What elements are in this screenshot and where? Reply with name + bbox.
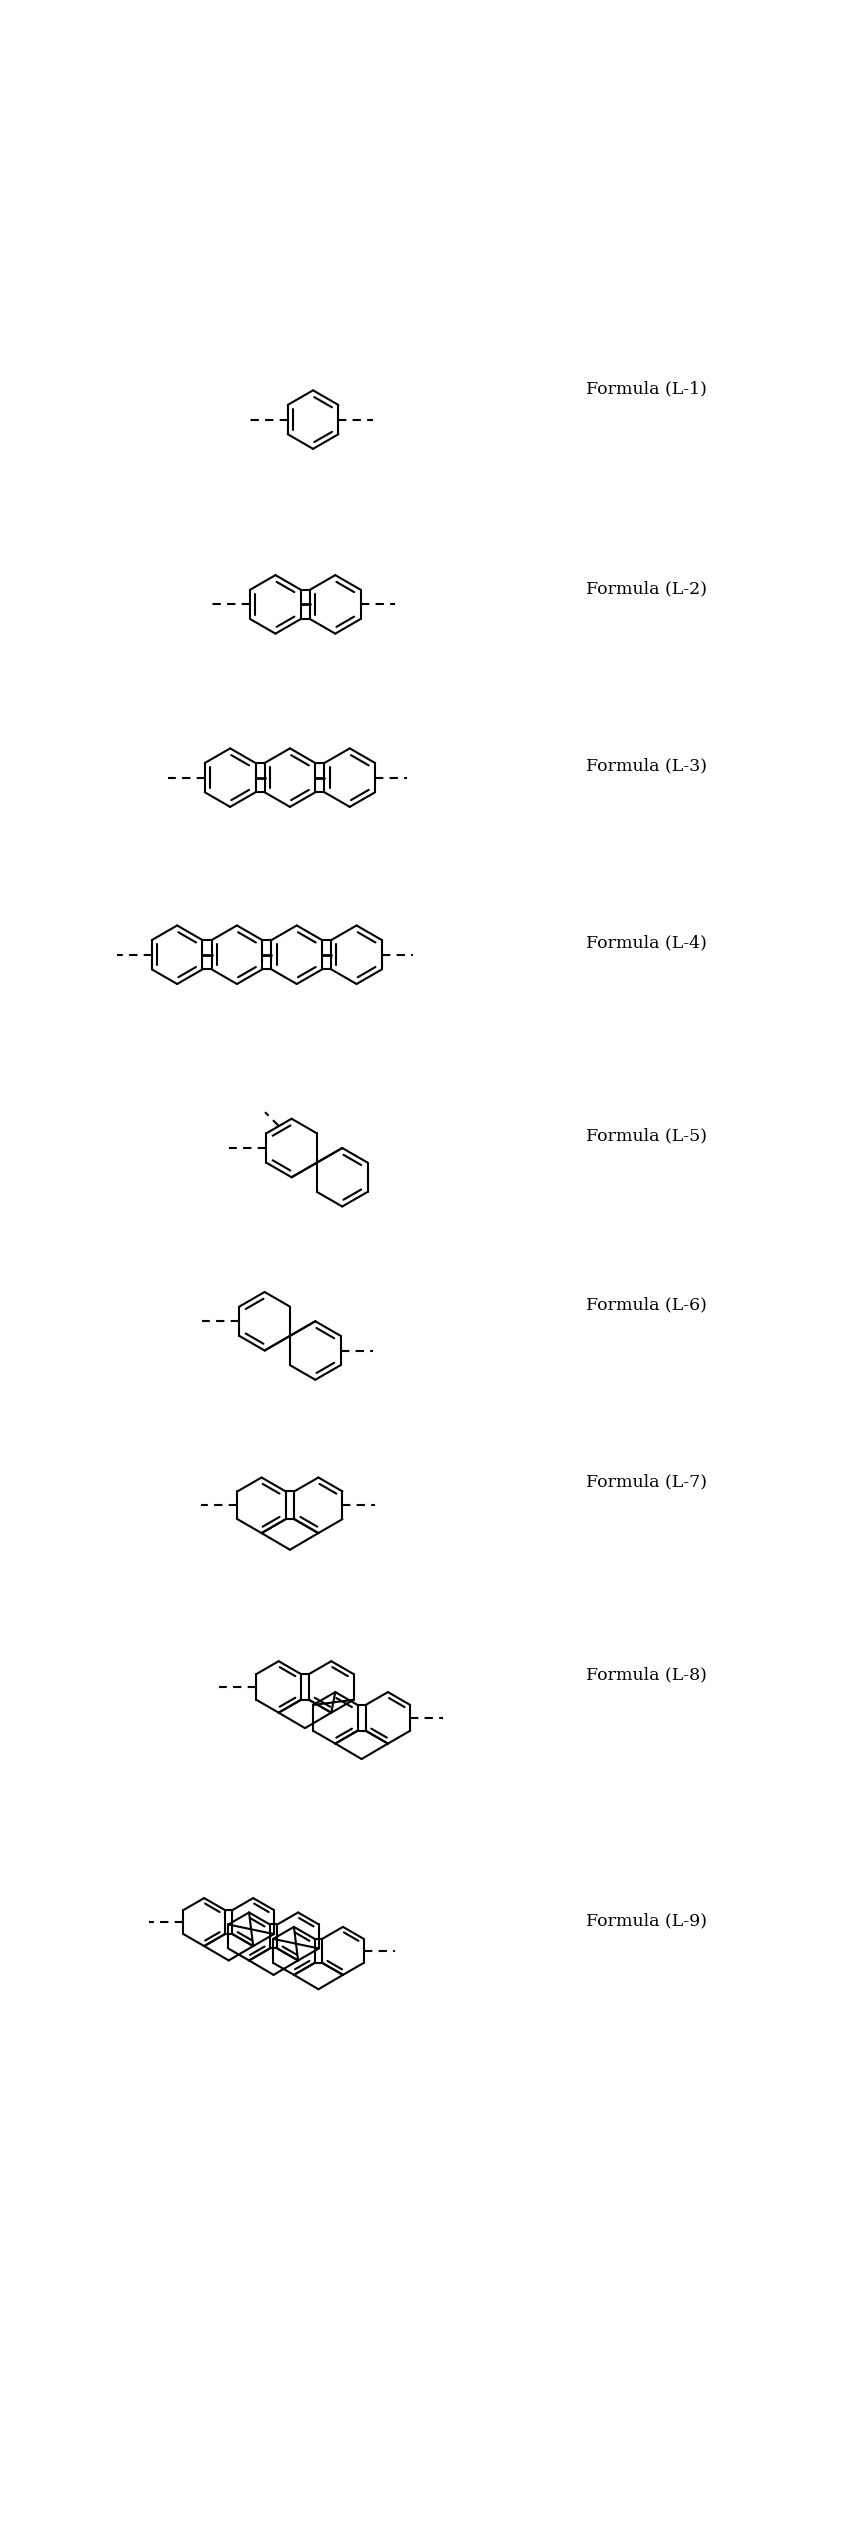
Text: Formula (L-1): Formula (L-1) bbox=[587, 380, 707, 398]
Text: Formula (L-5): Formula (L-5) bbox=[587, 1128, 707, 1145]
Text: Formula (L-8): Formula (L-8) bbox=[587, 1667, 707, 1683]
Text: Formula (L-9): Formula (L-9) bbox=[587, 1913, 707, 1928]
Text: Formula (L-2): Formula (L-2) bbox=[587, 580, 707, 598]
Text: Formula (L-6): Formula (L-6) bbox=[587, 1297, 707, 1313]
Text: Formula (L-4): Formula (L-4) bbox=[587, 935, 707, 953]
Text: Formula (L-3): Formula (L-3) bbox=[587, 758, 707, 775]
Text: Formula (L-7): Formula (L-7) bbox=[587, 1475, 707, 1490]
